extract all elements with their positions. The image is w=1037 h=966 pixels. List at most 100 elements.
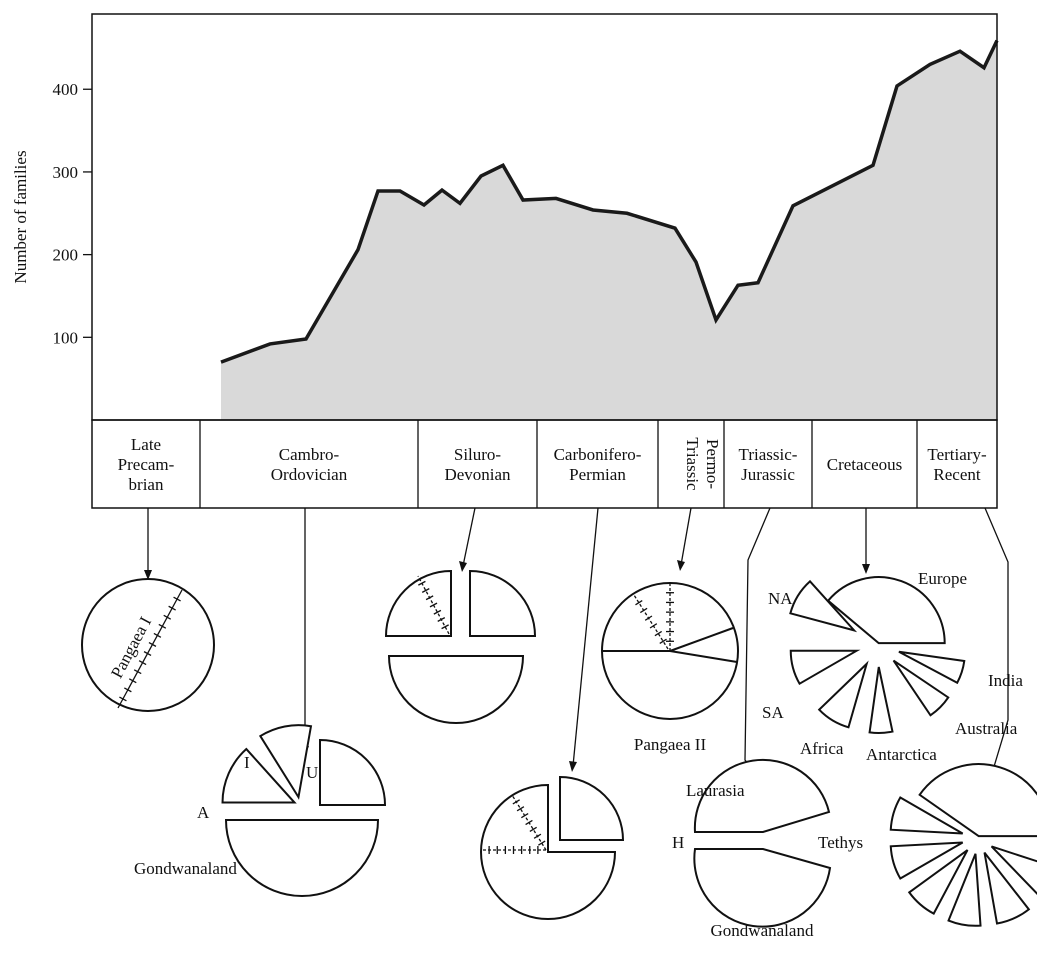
tick — [437, 617, 446, 622]
period-label: Cretaceous — [827, 455, 903, 474]
hatch-line — [117, 589, 183, 709]
landmass — [918, 763, 1037, 838]
rift-lines — [602, 627, 738, 663]
tick — [512, 799, 520, 805]
period-label: Devonian — [444, 465, 511, 484]
landmass — [889, 796, 964, 835]
tick — [533, 833, 542, 839]
tick — [148, 641, 157, 647]
tick — [429, 602, 438, 608]
y-tick-label: 400 — [53, 80, 79, 99]
diagram-label: Laurasia — [686, 781, 745, 800]
tick — [635, 600, 643, 606]
period-label: Precam- — [118, 455, 175, 474]
tick — [649, 623, 658, 629]
landmass — [224, 819, 380, 897]
tick — [158, 623, 167, 629]
diagram-label: A — [197, 803, 210, 822]
period-label: Permo- — [703, 439, 722, 489]
y-axis-label: Number of families — [11, 150, 30, 283]
y-tick-label: 200 — [53, 246, 79, 265]
diagram-label: Gondwanaland — [134, 859, 237, 878]
landmass — [480, 783, 617, 920]
diagram-label: India — [988, 671, 1023, 690]
hatch-line — [417, 575, 450, 635]
landmass — [826, 576, 946, 645]
landmass — [384, 569, 452, 637]
diagram-label: Australia — [955, 719, 1018, 738]
tick — [119, 696, 127, 702]
landmass — [947, 853, 982, 927]
period-label: Tertiary- — [927, 445, 987, 464]
gondwanaland — [693, 848, 832, 928]
landmass — [387, 655, 525, 724]
tick — [433, 609, 442, 615]
rift — [633, 594, 669, 650]
landmass — [983, 852, 1031, 925]
tick — [168, 605, 176, 611]
sector-group — [221, 724, 313, 804]
landmass — [789, 579, 858, 633]
tick — [421, 588, 430, 593]
diagram-label: NA — [768, 589, 793, 608]
tick — [133, 669, 142, 675]
tick — [425, 595, 434, 601]
tick — [138, 660, 147, 666]
diagram-label: Africa — [800, 739, 844, 758]
tick — [153, 632, 162, 638]
y-tick-label: 300 — [53, 163, 79, 182]
hatch-line — [481, 794, 547, 854]
tick — [654, 630, 663, 637]
period-label: Permian — [569, 465, 626, 484]
tick — [644, 615, 653, 621]
plot: 100 200 300 400 — [53, 13, 999, 421]
diagram-label: SA — [762, 703, 784, 722]
tick — [128, 678, 137, 684]
period-label: brian — [129, 475, 164, 494]
tick — [639, 607, 648, 614]
period-label: Recent — [933, 465, 980, 484]
tick — [525, 819, 533, 826]
laurasia — [693, 758, 831, 833]
period-label: Late — [131, 435, 161, 454]
diagram-label: H — [672, 833, 684, 852]
sector-group — [789, 576, 1037, 927]
tick — [173, 596, 181, 602]
period-label: Carbonifero- — [554, 445, 642, 464]
tick — [516, 806, 525, 812]
area — [221, 40, 997, 420]
hatch-line — [633, 583, 674, 651]
pangaea-1 — [81, 578, 215, 712]
landmass — [789, 649, 861, 686]
landmass — [817, 660, 869, 729]
period-label: Jurassic — [741, 465, 795, 484]
diagrams: Pangaea I Pangaea II NA Europe SA India … — [81, 507, 1037, 940]
landmass — [559, 775, 625, 841]
diagram-label: Antarctica — [866, 745, 937, 764]
period-label: Triassic- — [739, 445, 798, 464]
landmass — [898, 650, 966, 685]
landmass — [221, 747, 297, 804]
landmass — [319, 738, 387, 806]
diagram-label: I — [244, 753, 250, 772]
line — [220, 39, 999, 364]
diagram-label: Pangaea II — [634, 735, 707, 754]
landmass — [990, 845, 1037, 895]
tick — [538, 840, 546, 846]
rift — [117, 589, 183, 709]
period-label: Triassic — [683, 437, 702, 491]
landmass — [469, 569, 537, 637]
tick — [529, 826, 537, 833]
tick — [163, 614, 172, 620]
period-label: Siluro- — [454, 445, 502, 464]
diagram-label: Europe — [918, 569, 967, 588]
diagram-label: Gondwanaland — [711, 921, 814, 940]
tick — [124, 687, 132, 693]
landmass — [868, 666, 894, 734]
table-frame — [91, 419, 998, 509]
tick — [441, 624, 449, 630]
diagram-label: U — [306, 763, 318, 782]
